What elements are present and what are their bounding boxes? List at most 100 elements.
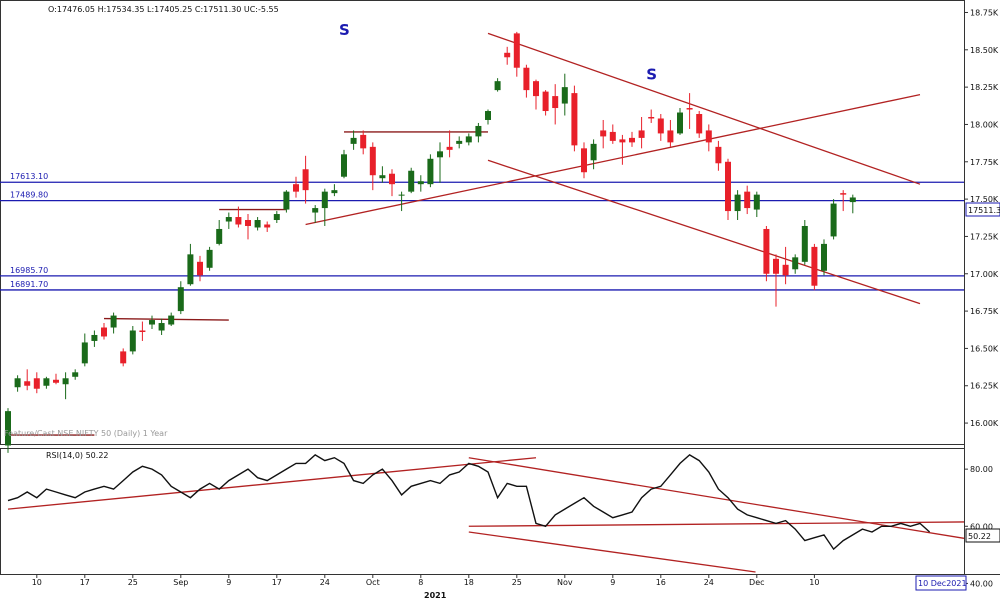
candle — [542, 90, 549, 116]
candle — [408, 167, 415, 194]
candle-body — [398, 194, 405, 196]
candle — [840, 190, 847, 212]
support-resistance-segments — [8, 131, 488, 436]
candle — [417, 175, 424, 192]
candle-body — [350, 137, 357, 144]
candle — [446, 130, 453, 158]
candle — [581, 142, 587, 179]
price-tick-label: 17.50K — [970, 195, 999, 204]
candle-body — [686, 108, 693, 110]
rsi-tick-label: 40.00 — [970, 579, 993, 588]
rsi-axis: 80.00 60.00 40.00 — [964, 465, 993, 588]
candle — [110, 312, 117, 334]
candle-body — [638, 130, 645, 138]
candle-body — [24, 381, 31, 386]
candlesticks — [5, 31, 856, 453]
time-tick-label: 9 — [610, 578, 615, 587]
candle-body — [667, 130, 674, 143]
candle — [139, 321, 146, 341]
candle — [187, 243, 194, 286]
price-tick-label: 18.50K — [970, 46, 999, 55]
candle-body — [139, 330, 146, 332]
candle-body — [264, 224, 271, 228]
candle-body — [677, 112, 683, 134]
candle — [571, 85, 578, 152]
candle-body — [456, 140, 463, 144]
time-tick-label: 24 — [320, 578, 330, 587]
candle — [14, 375, 21, 392]
candle — [696, 111, 703, 138]
candle-body — [763, 228, 770, 274]
candle — [302, 155, 309, 204]
candle-body — [417, 181, 424, 185]
candle — [773, 254, 779, 307]
candle — [782, 246, 789, 285]
candle-body — [177, 287, 184, 312]
candle — [619, 134, 626, 165]
price-tick-label: 16.75K — [970, 307, 999, 316]
candle-body — [811, 246, 818, 286]
candle-body — [14, 378, 21, 388]
candle-body — [590, 143, 597, 161]
candle — [168, 312, 175, 327]
candle — [264, 221, 271, 232]
candle-body — [43, 378, 50, 386]
candle-body — [53, 379, 59, 383]
rsi-trend-line — [468, 457, 965, 539]
candle — [686, 93, 693, 129]
candle-body — [849, 197, 856, 203]
price-trend-lines — [305, 32, 921, 305]
candle-body — [504, 52, 511, 58]
candle-body — [437, 151, 443, 158]
price-tick-label: 16.25K — [970, 382, 999, 391]
candle — [341, 149, 347, 179]
rsi-tick-label: 80.00 — [970, 465, 993, 474]
pattern-annotation: S — [339, 21, 350, 39]
candle — [494, 78, 501, 92]
candle — [206, 246, 213, 271]
candle — [821, 239, 827, 276]
candle-body — [101, 327, 107, 337]
candle — [456, 136, 463, 149]
candle — [331, 184, 338, 197]
candle — [158, 318, 165, 335]
candle — [53, 373, 59, 385]
candle-body — [158, 323, 165, 331]
candle — [600, 119, 607, 149]
candle-body — [782, 264, 789, 276]
level-label: 17613.10 — [10, 172, 48, 181]
date-tag: 10 Dec2021 — [918, 579, 967, 588]
horizontal-levels: 17613.10 17489.80 16985.70 16891.70 — [0, 172, 964, 291]
time-tick-label: Nov — [557, 578, 573, 587]
candle-body — [33, 378, 40, 389]
candle-body — [552, 96, 559, 109]
candle — [849, 194, 856, 214]
candle — [120, 348, 127, 367]
candle-body — [72, 372, 79, 377]
level-segment — [103, 317, 229, 321]
price-axis: 18.75K 18.50K 18.25K 18.00K 17.75K 17.50K 17.2… — [964, 8, 999, 428]
price-tick-label: 18.00K — [970, 120, 999, 129]
candle — [830, 199, 837, 240]
candle-body — [581, 148, 587, 173]
time-tick-label: 17 — [80, 578, 90, 587]
date-tag-box — [915, 575, 967, 591]
time-tick-label: 25 — [512, 578, 522, 587]
candle-body — [792, 257, 799, 270]
candle — [216, 220, 223, 246]
candle-body — [225, 217, 232, 222]
candle — [811, 243, 818, 291]
candle-body — [734, 194, 741, 212]
rsi-trend-line — [468, 531, 756, 573]
candle — [389, 169, 395, 197]
time-tick-label: 16 — [656, 578, 666, 587]
candle — [225, 212, 232, 229]
candle-body — [840, 193, 847, 195]
level-label: 17489.80 — [10, 191, 48, 200]
candle-body — [235, 217, 242, 225]
candle-body — [360, 134, 367, 149]
time-tick-label: 8 — [418, 578, 423, 587]
candle-body — [62, 378, 69, 385]
candle — [149, 315, 155, 330]
